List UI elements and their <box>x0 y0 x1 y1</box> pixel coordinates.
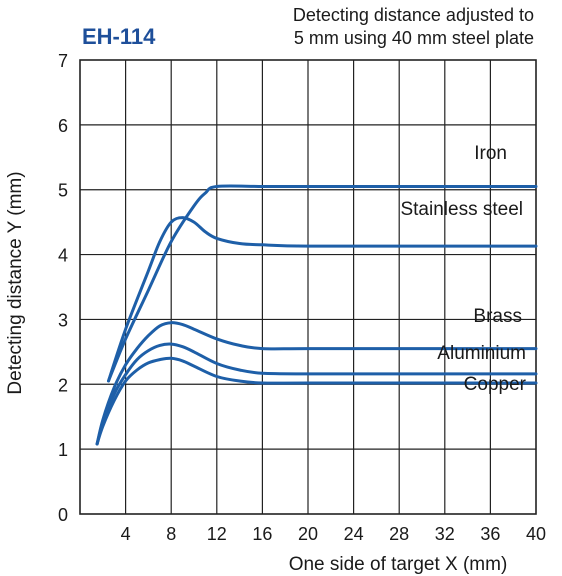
x-tick-label-12: 12 <box>207 524 227 544</box>
series-label-copper: Copper <box>464 374 527 395</box>
series-group <box>95 184 538 446</box>
series-label-aluminium: Aluminium <box>437 343 526 364</box>
series-line-aluminium <box>95 342 538 446</box>
y-tick-label-0: 0 <box>58 505 68 525</box>
series-line-iron <box>107 184 538 383</box>
series-label-brass: Brass <box>473 306 522 327</box>
y-tick-label-7: 7 <box>58 51 68 71</box>
series-label-stainless-steel: Stainless steel <box>400 199 523 220</box>
x-tick-label-16: 16 <box>252 524 272 544</box>
series-line-copper <box>95 356 538 446</box>
x-axis-label: One side of target X (mm) <box>289 554 508 575</box>
series-line-brass <box>95 321 538 446</box>
series-line-stainless-steel <box>107 216 538 383</box>
x-tick-label-20: 20 <box>298 524 318 544</box>
chart-title: EH-114 <box>82 24 156 49</box>
series-label-iron: Iron <box>474 143 507 164</box>
y-tick-label-5: 5 <box>58 181 68 201</box>
x-tick-label-24: 24 <box>344 524 364 544</box>
y-tick-label-1: 1 <box>58 440 68 460</box>
chart-subtitle-line-1: Detecting distance adjusted to <box>293 5 534 25</box>
y-tick-label-3: 3 <box>58 310 68 330</box>
y-axis-label: Detecting distance Y (mm) <box>5 171 26 394</box>
chart-subtitle-line-2: 5 mm using 40 mm steel plate <box>294 28 534 48</box>
y-tick-label-6: 6 <box>58 116 68 136</box>
y-tick-label-2: 2 <box>58 375 68 395</box>
x-tick-label-4: 4 <box>121 524 131 544</box>
x-tick-label-36: 36 <box>480 524 500 544</box>
x-tick-label-28: 28 <box>389 524 409 544</box>
x-tick-label-8: 8 <box>166 524 176 544</box>
y-tick-label-4: 4 <box>58 246 68 266</box>
x-tick-label-32: 32 <box>435 524 455 544</box>
x-tick-label-40: 40 <box>526 524 546 544</box>
